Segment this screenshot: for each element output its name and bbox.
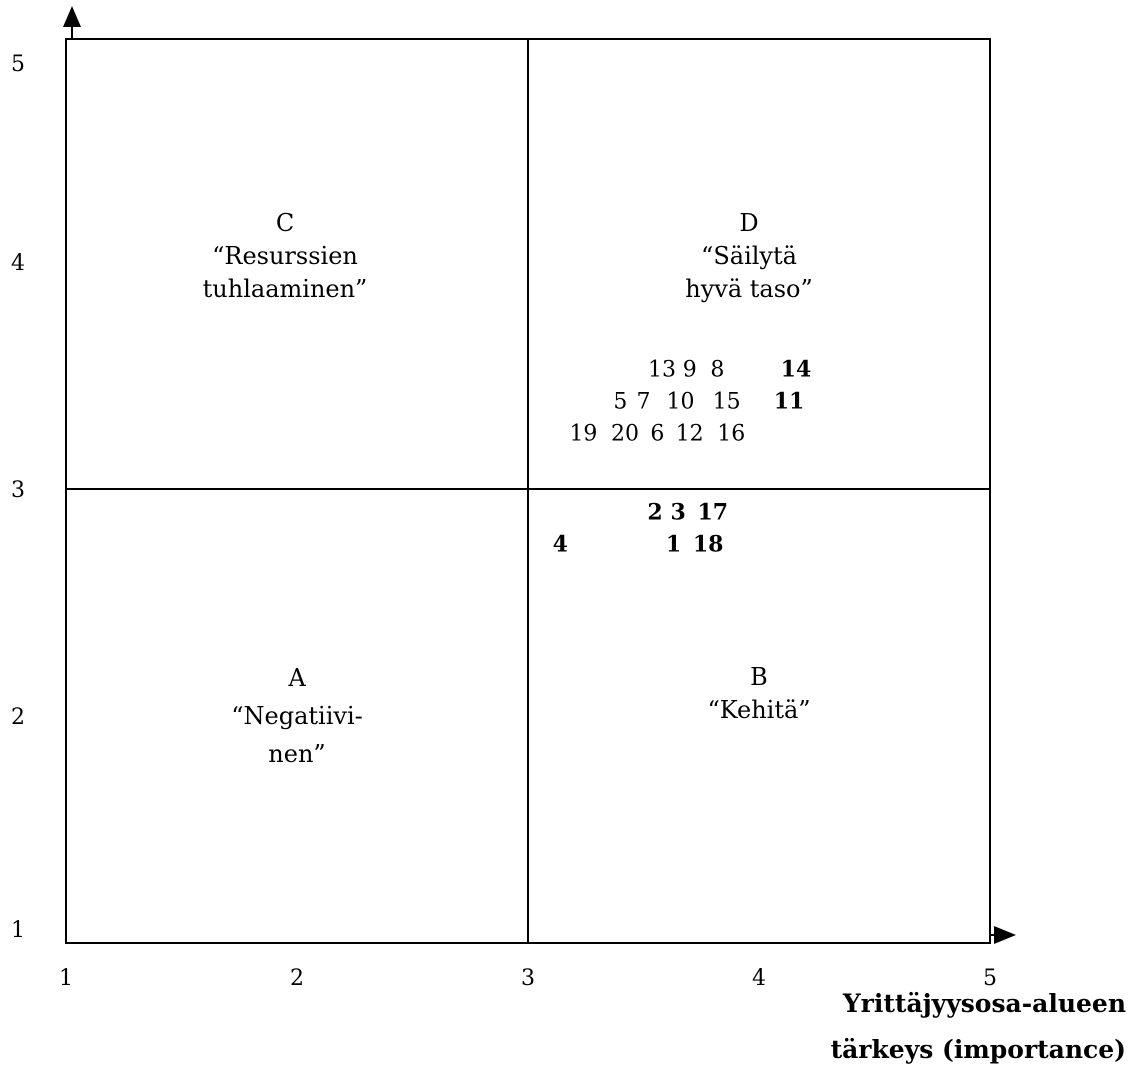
quadrant-label-line: B	[750, 663, 768, 691]
data-point-label: 12	[676, 421, 704, 446]
data-point-label: 6	[650, 421, 664, 446]
y-tick-label: 5	[11, 52, 25, 77]
quadrant-label-line: C	[276, 209, 294, 237]
quadrant-label-line: nen”	[268, 740, 325, 768]
data-point-label: 9	[683, 358, 697, 383]
quadrant-label-line: “Negatiivi-	[231, 702, 362, 730]
data-point-label: 18	[693, 531, 724, 557]
y-tick-label: 4	[11, 251, 25, 276]
data-point-label: 11	[774, 388, 805, 414]
data-point-label: 14	[781, 357, 812, 383]
quadrant-label-line: tuhlaaminen”	[203, 275, 368, 303]
data-point-label: 5	[613, 389, 627, 414]
y-tick-label: 3	[11, 478, 25, 503]
quadrant-label-line: A	[287, 664, 306, 692]
quadrant-label-line: hyvä taso”	[685, 275, 813, 303]
quadrant-label-line: “Resurssien	[212, 242, 358, 270]
y-tick-label: 2	[11, 705, 25, 730]
data-point-label: 17	[697, 500, 728, 526]
data-point-label: 8	[710, 358, 724, 383]
data-point-label: 7	[637, 389, 651, 414]
data-point-label: 3	[670, 500, 685, 526]
data-point-label: 20	[611, 421, 639, 446]
data-point-label: 4	[553, 531, 568, 557]
data-point-label: 19	[569, 421, 597, 446]
y-axis-arrowhead	[63, 6, 81, 27]
quadrant-label-line: D	[739, 209, 758, 237]
x-tick-label: 4	[752, 966, 766, 991]
x-tick-label: 1	[59, 966, 73, 991]
x-axis-arrowhead	[994, 926, 1016, 944]
data-point-label: 10	[666, 389, 694, 414]
data-point-label: 13	[648, 358, 676, 383]
quadrant-label-line: “Säilytä	[701, 242, 797, 270]
x-tick-label: 2	[290, 966, 304, 991]
x-axis-label-line-2: tärkeys (importance)	[831, 1035, 1126, 1064]
data-point-label: 16	[717, 421, 745, 446]
x-axis-label-line-1: Yrittäjyysosa-alueen	[842, 989, 1126, 1018]
quadrant-c-label: C “Resurssien tuhlaaminen”	[203, 209, 368, 303]
y-tick-label: 1	[11, 918, 25, 943]
quadrant-a-label: A “Negatiivi-nen”	[231, 664, 362, 768]
data-point-label: 15	[713, 389, 741, 414]
x-tick-label: 5	[983, 966, 997, 991]
data-point-label: 2	[647, 500, 662, 526]
quadrant-b-label: B “Kehitä”	[707, 663, 810, 724]
chart-frame	[63, 6, 1016, 944]
axis-labels: Yrittäjyysosa-alueen tärkeys (importance…	[831, 989, 1126, 1064]
data-points: 13 9 8 14 5 7 10 15 11 19 20 6 12 16 2 3 17 4 1 18	[553, 357, 812, 558]
quadrant-labels: A “Negatiivi-nen” B “Kehitä” C “Resurssien tuh…	[203, 209, 813, 768]
data-point-label: 1	[666, 531, 681, 557]
x-tick-label: 3	[521, 966, 535, 991]
quadrant-d-label: D “Säilytä hyvä taso”	[685, 209, 813, 303]
quadrant-label-line: “Kehitä”	[707, 696, 810, 724]
